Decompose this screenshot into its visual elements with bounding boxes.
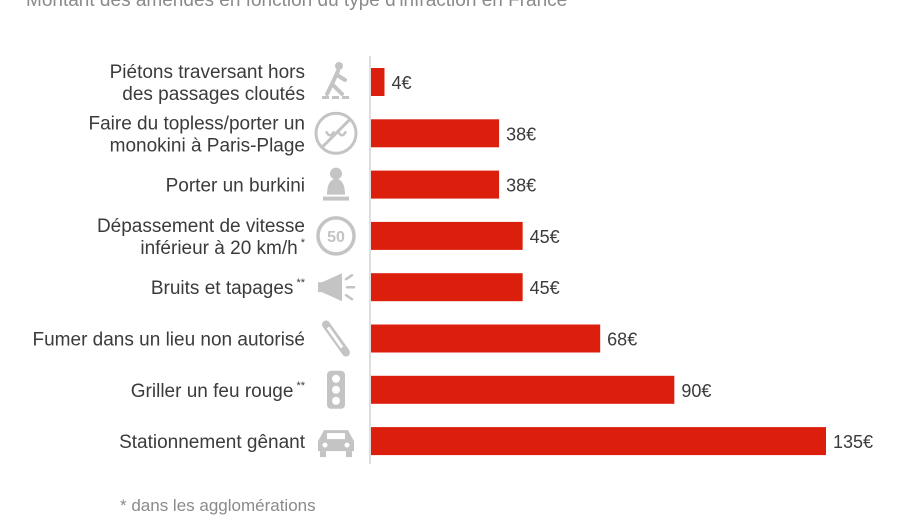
category-label: Fumer dans un lieu non autorisé xyxy=(33,330,306,351)
traffic-light-icon xyxy=(327,370,345,409)
value-label: 45€ xyxy=(530,227,560,247)
bar xyxy=(371,68,385,96)
chart-row: Stationnement gênant 135€ xyxy=(119,427,873,458)
speed-limit-50-icon: 50 xyxy=(316,216,356,256)
value-label: 90€ xyxy=(681,381,711,401)
chart-footnote: * dans les agglomérations xyxy=(120,496,316,515)
value-label: 4€ xyxy=(391,73,411,93)
category-label: Dépassement de vitesse xyxy=(97,216,305,237)
category-label: Stationnement gênant xyxy=(119,432,306,453)
bar xyxy=(371,324,601,353)
category-label: Griller un feu rouge ** xyxy=(131,380,306,402)
bar xyxy=(371,170,500,199)
category-label: inférieur à 20 km/h * xyxy=(140,237,305,259)
svg-text:50: 50 xyxy=(327,229,345,246)
chart-row: Fumer dans un lieu non autorisé 68€ xyxy=(33,320,637,357)
pedestrian-icon xyxy=(322,62,349,99)
value-label: 68€ xyxy=(607,330,637,350)
bar xyxy=(371,221,523,250)
cigarette-icon xyxy=(322,320,350,357)
category-label: Faire du topless/porter un xyxy=(88,113,305,134)
chart-row: Bruits et tapages ** 45€ xyxy=(151,273,560,302)
burkini-icon xyxy=(323,167,349,201)
bar xyxy=(371,119,500,148)
value-label: 135€ xyxy=(833,432,873,452)
megaphone-icon xyxy=(318,273,356,302)
category-label: Piétons traversant hors xyxy=(110,62,305,83)
bar xyxy=(371,375,675,404)
no-topless-icon xyxy=(314,111,358,155)
chart-row: Griller un feu rouge ** 90€ xyxy=(131,370,711,409)
car-icon xyxy=(318,430,354,458)
value-label: 45€ xyxy=(530,278,560,298)
value-label: 38€ xyxy=(506,176,536,196)
category-label: des passages cloutés xyxy=(122,84,305,105)
bar xyxy=(371,427,826,456)
category-label: monokini à Paris-Plage xyxy=(110,135,305,156)
chart-subtitle: Montant des amendes en fonction du type … xyxy=(26,0,568,11)
chart-row: Porter un burkini 38€ xyxy=(166,167,536,201)
category-label: Porter un burkini xyxy=(166,176,305,197)
bar xyxy=(371,273,523,302)
category-label: Bruits et tapages ** xyxy=(151,277,306,299)
value-label: 38€ xyxy=(506,124,536,144)
